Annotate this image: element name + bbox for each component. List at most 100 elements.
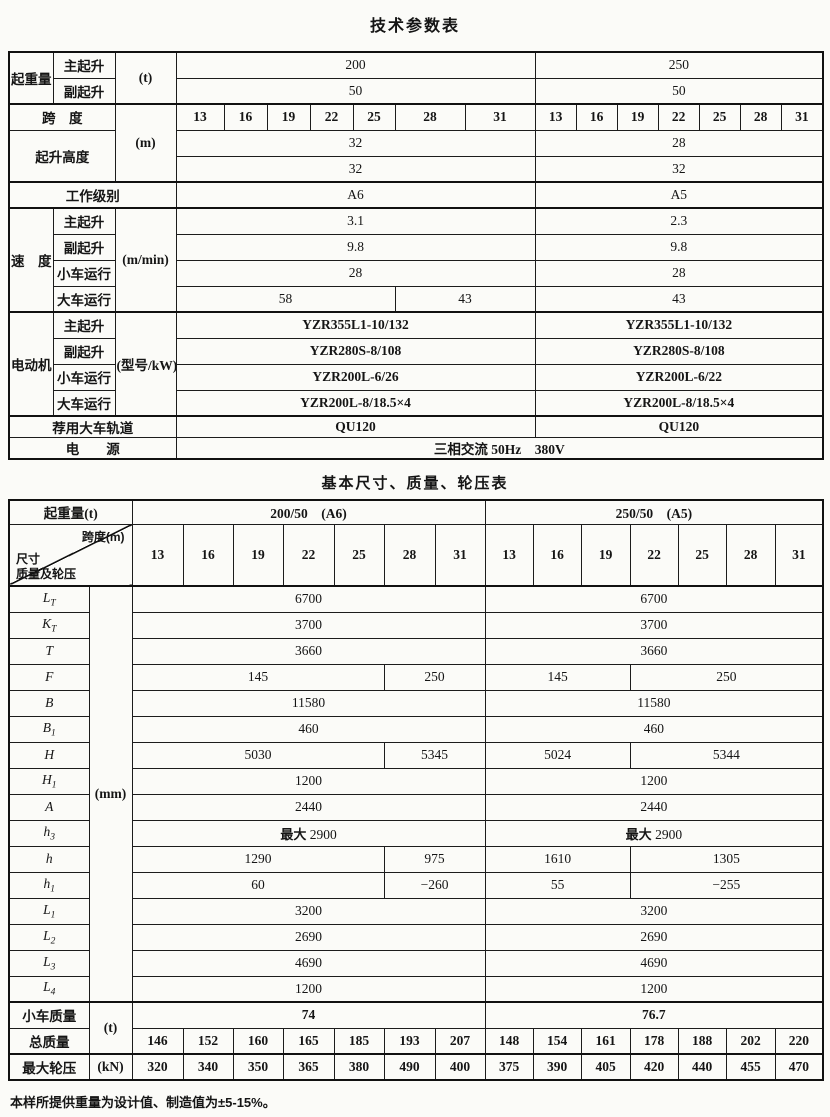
label-trolley-mass: 小车质量 (8, 1001, 90, 1029)
row-capacity-main: 起重量 主起升 (t) 200 250 (8, 51, 824, 105)
row-speed-trolley: 小车运行 28 28 (9, 259, 824, 287)
label-aux-hoist: 副起升 (52, 337, 116, 365)
row-motor-main: 电动机 主起升 (型号/kW) YZR355L1-10/132 YZR355L1… (8, 311, 824, 417)
unit-m-min: (m/min) (114, 207, 177, 313)
cell-speed-crane-right: 43 (534, 285, 824, 313)
value-cell: 最大 2900 (484, 819, 824, 847)
cell-speed-crane-left-1: 58 (175, 285, 396, 313)
value-cell: 320 (131, 1053, 184, 1081)
label-capacity: 起重量 (8, 51, 54, 105)
unit-mm: (mm) (88, 585, 133, 1003)
span-header-cell: 22 (657, 103, 700, 131)
row-dim-h: h 1290 975 1610 1305 (8, 845, 824, 873)
value-cell: 145 (131, 663, 385, 691)
value-cell: 6700 (484, 585, 824, 613)
dim-label: LT (8, 585, 90, 613)
cell-duty-left: A6 (175, 181, 536, 209)
cell-capacity-right: 250/50 (A5) (484, 499, 824, 525)
value-cell: 460 (131, 715, 486, 743)
row-dim-F: F 145 250 145 250 (8, 663, 824, 691)
row-span: 跨 度 (m) 13 16 19 22 25 28 31 13 16 19 22… (8, 103, 824, 183)
row-span-header: 跨度(m) 尺寸 质量及轮压 13 16 19 22 25 28 31 13 1… (8, 523, 824, 587)
span-header-cell: 13 (175, 103, 225, 131)
span-header-cell: 25 (677, 523, 727, 587)
value-cell: 2690 (131, 923, 486, 951)
cell-motor-aux-right: YZR280S-8/108 (534, 337, 824, 365)
row-duty-class: 工作级别 A6 A5 (8, 181, 824, 209)
value-cell: 185 (333, 1027, 385, 1055)
tech-params-table: 起重量 主起升 (t) 200 250 副起升 50 50 跨 度 (m) 13… (8, 51, 825, 460)
row-capacity-aux: 副起升 50 50 (9, 77, 824, 105)
cell-height1-left: 32 (175, 129, 536, 157)
cell-capacity-main-right: 250 (534, 51, 824, 79)
value-cell: 400 (434, 1053, 486, 1081)
label-main-hoist: 主起升 (52, 311, 116, 339)
dim-label: h1 (8, 871, 90, 899)
cell-motor-main-left: YZR355L1-10/132 (175, 311, 536, 339)
span-header-cell: 31 (434, 523, 486, 587)
row-trolley-mass: 小车质量 (t) 74 76.7 (8, 1001, 824, 1055)
value-cell: 165 (282, 1027, 335, 1055)
row-dim-A: A 2440 2440 (8, 793, 824, 821)
span-header-cell: 25 (333, 523, 385, 587)
cell-height2-left: 32 (175, 155, 536, 183)
cell-motor-trolley-left: YZR200L-6/26 (175, 363, 536, 391)
cell-rail-left: QU120 (175, 415, 536, 438)
value-cell: 365 (282, 1053, 335, 1081)
dim-label: B1 (8, 715, 90, 743)
value-cell: 178 (629, 1027, 679, 1055)
value-cell: 1305 (629, 845, 824, 873)
label-motor: 电动机 (8, 311, 54, 417)
label-speed: 速 度 (8, 207, 54, 313)
value-cell: 3200 (131, 897, 486, 925)
span-header-cell: 28 (383, 523, 436, 587)
label-capacity-t: 起重量(t) (8, 499, 133, 525)
value-cell: 11580 (131, 689, 486, 717)
span-header-cell: 28 (739, 103, 782, 131)
value-cell: −260 (383, 871, 486, 899)
span-header-cell: 16 (532, 523, 582, 587)
cell-capacity-aux-left: 50 (175, 77, 536, 105)
cell-capacity-left: 200/50 (A6) (131, 499, 486, 525)
value-cell: 188 (677, 1027, 727, 1055)
diag-span-label: 跨度(m) (81, 529, 125, 544)
cell-speed-main-left: 3.1 (175, 207, 536, 235)
row-dim-L2: L2 2690 2690 (8, 923, 824, 951)
row-dim-B: B 11580 11580 (8, 689, 824, 717)
value-cell: 148 (484, 1027, 534, 1055)
table2-title: 基本尺寸、质量、轮压表 (321, 475, 509, 492)
value-cell: 3700 (484, 611, 824, 639)
span-header-cell: 19 (232, 523, 284, 587)
unit-t: (t) (114, 51, 177, 105)
value-cell: 1610 (484, 845, 631, 873)
row-dim-T: T 3660 3660 (8, 637, 824, 665)
value-cell: 193 (383, 1027, 436, 1055)
dim-label: L2 (8, 923, 90, 951)
value-cell: 380 (333, 1053, 385, 1081)
value-cell: 340 (182, 1053, 234, 1081)
value-cell: 1200 (131, 767, 486, 795)
span-header-cell: 25 (352, 103, 396, 131)
dim-label: T (8, 637, 90, 665)
row-dim-L1: L1 3200 3200 (8, 897, 824, 925)
cell-speed-aux-right: 9.8 (534, 233, 824, 261)
value-cell: 11580 (484, 689, 824, 717)
value-cell: 375 (484, 1053, 534, 1081)
diagonal-header-cell: 跨度(m) 尺寸 质量及轮压 (8, 523, 133, 587)
row-dim-H1: H1 1200 1200 (8, 767, 824, 795)
value-cell: 1290 (131, 845, 385, 873)
value-cell: 最大 2900 (131, 819, 486, 847)
dim-label: L1 (8, 897, 90, 925)
row-dim-L3: L3 4690 4690 (8, 949, 824, 977)
row-dim-B1: B1 460 460 (8, 715, 824, 743)
value-cell: 154 (532, 1027, 582, 1055)
row-capacity-header: 起重量(t) 200/50 (A6) 250/50 (A5) (8, 499, 824, 525)
row-height-2: 32 32 (9, 155, 824, 183)
value-cell: 146 (131, 1027, 184, 1055)
value-cell: 250 (383, 663, 486, 691)
cell-speed-trolley-right: 28 (534, 259, 824, 287)
cell-rail-right: QU120 (534, 415, 824, 438)
span-header-cell: 19 (266, 103, 311, 131)
label-rail: 荐用大车轨道 (8, 415, 177, 438)
